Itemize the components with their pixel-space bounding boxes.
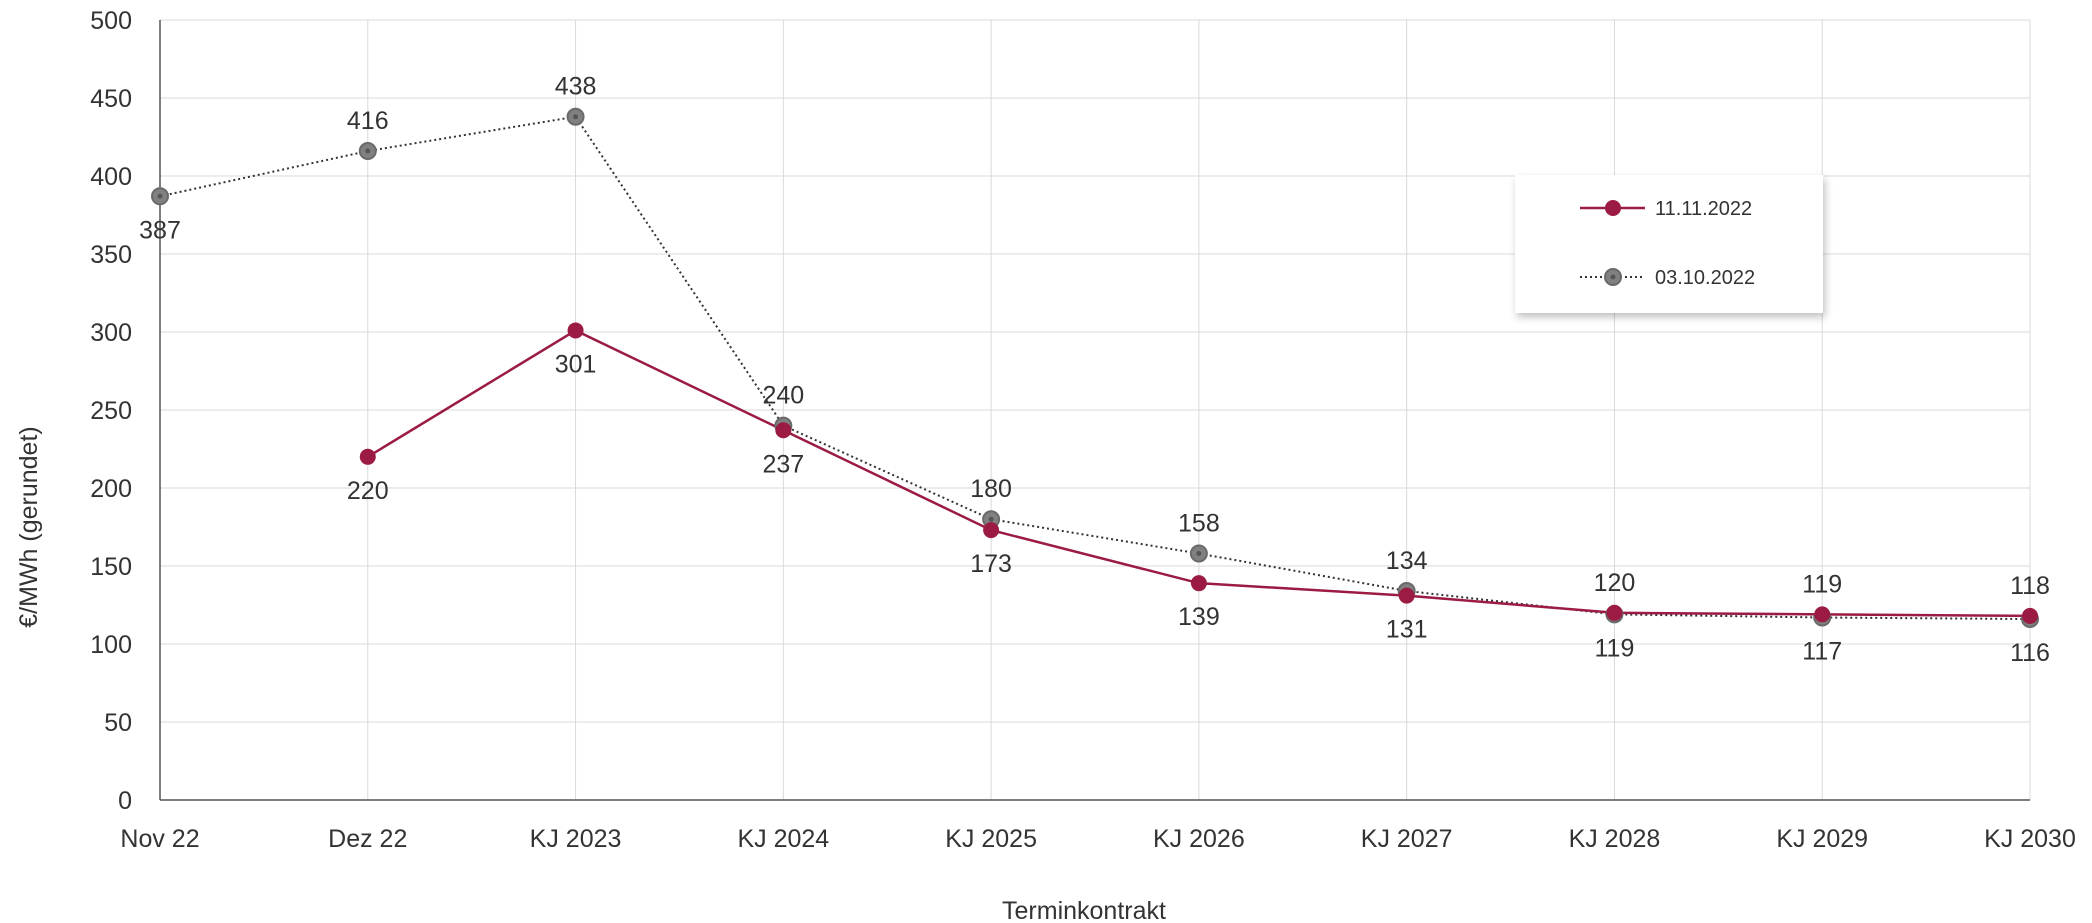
y-tick-label: 200 [90,475,132,503]
series-0-point [775,422,792,439]
x-tick-label: KJ 2028 [1569,825,1661,853]
data-label-series-0: 220 [347,477,389,505]
series-0-point [1190,575,1207,592]
x-tick-labels: Nov 22 Dez 22 KJ 2023 KJ 2024 KJ 2025 KJ 2026… [120,825,2075,853]
legend-label-1111: 11.11.2022 [1655,198,1752,220]
x-tick-label: KJ 2030 [1984,825,2076,853]
legend-item-0310: 03.10.2022 [1580,267,1755,289]
y-tick-label: 400 [90,163,132,191]
data-label-series-1: 180 [970,475,1012,503]
series-1-point-center [157,193,163,199]
legend-item-1111: 11.11.2022 [1580,198,1752,220]
y-tick-label: 250 [90,397,132,425]
data-label-series-0: 237 [762,450,804,478]
data-label-series-0: 131 [1386,616,1428,644]
data-label-series-0: 119 [1802,570,1842,598]
data-label-series-1: 387 [139,216,181,244]
x-tick-label: KJ 2025 [945,825,1037,853]
x-tick-label: Dez 22 [328,825,407,853]
y-axis-title: €/MWh (gerundet) [15,426,43,627]
legend-marker-1111 [1605,200,1621,216]
data-label-series-0: 173 [970,550,1012,578]
series-0-point [359,448,376,465]
data-label-series-0: 120 [1594,569,1636,597]
y-tick-labels: 0 50 100 150 200 250 300 350 400 450 500 [90,7,132,815]
x-axis-title: Terminkontrakt [1002,897,1166,923]
series-0-point [567,322,584,339]
series-1-point-center [988,516,994,522]
series-0-point [1814,606,1831,623]
y-tick-label: 100 [90,631,132,659]
x-tick-label: KJ 2023 [530,825,622,853]
x-tick-label: KJ 2029 [1776,825,1868,853]
legend-marker-0310-center [1610,274,1616,280]
series-0-point [2022,607,2038,624]
data-label-series-1: 116 [2010,639,2050,667]
y-tick-label: 0 [118,787,132,815]
data-label-series-1: 158 [1178,510,1220,538]
data-label-series-1: 240 [762,382,804,410]
y-tick-label: 50 [104,709,132,737]
x-tick-label: KJ 2027 [1361,825,1453,853]
x-tick-label: KJ 2026 [1153,825,1245,853]
y-tick-label: 450 [90,85,132,113]
x-tick-label: KJ 2024 [737,825,829,853]
legend: 11.11.2022 03.10.2022 [1515,175,1823,313]
data-label-series-0: 118 [2010,572,2050,600]
legend-label-0310: 03.10.2022 [1655,267,1755,289]
gridlines [160,19,2031,800]
data-label-series-1: 416 [347,107,389,135]
series-1-point-center [573,114,579,120]
series-layer [151,107,2039,629]
y-tick-label: 500 [90,7,132,35]
x-tick-label: Nov 22 [120,825,199,853]
data-label-series-0: 139 [1178,603,1220,631]
data-labels: 387 416 220 438 301 240 237 180 173 158 139 134 131 1… [139,73,2050,667]
series-0-point [983,522,1000,539]
data-label-series-1: 134 [1386,547,1428,575]
series-1-point-center [1196,551,1202,557]
data-label-series-1: 119 [1595,634,1635,662]
data-label-series-0: 301 [555,350,597,378]
legend-box [1515,175,1823,313]
series-1-point-center [365,148,371,154]
axes [159,20,2030,801]
data-label-series-1: 117 [1802,637,1842,665]
data-label-series-1: 438 [555,73,597,101]
y-tick-label: 350 [90,241,132,269]
series-0-point [1606,604,1623,621]
series-0-point [1398,587,1415,604]
y-tick-label: 300 [90,319,132,347]
y-tick-label: 150 [90,553,132,581]
